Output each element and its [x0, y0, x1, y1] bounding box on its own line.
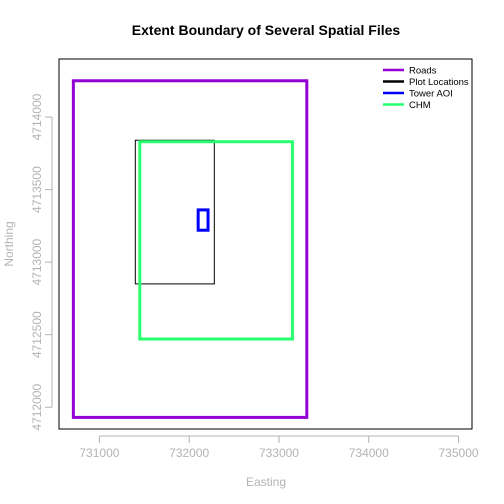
x-tick-label: 733000 — [259, 446, 299, 460]
x-tick-label: 732000 — [169, 446, 209, 460]
y-tick-label: 4714000 — [30, 93, 44, 140]
y-tick-label: 4713000 — [30, 238, 44, 285]
y-axis: 4712000 4712500 4713000 4713500 4714000 — [30, 93, 53, 431]
extent-chm — [138, 140, 294, 341]
x-axis-label: Easting — [246, 475, 286, 489]
extent-roads — [71, 79, 309, 419]
plot-frame — [58, 58, 473, 430]
y-tick-label: 4712500 — [30, 311, 44, 358]
x-tick-label: 731000 — [79, 446, 119, 460]
chart-title: Extent Boundary of Several Spatial Files — [132, 22, 401, 38]
x-tick-label: 735000 — [439, 446, 479, 460]
y-axis-label: Northing — [2, 221, 16, 266]
extent-tower-aoi — [196, 208, 210, 232]
legend-label: Roads — [409, 66, 437, 77]
y-tick-label: 4713500 — [30, 166, 44, 213]
legend-label: Tower AOI — [409, 89, 453, 100]
series-layer — [71, 79, 309, 419]
legend-label: Plot Locations — [409, 77, 469, 88]
y-tick-label: 4712000 — [30, 384, 44, 431]
extent-plot-locations — [134, 139, 215, 285]
legend-label: CHM — [409, 100, 431, 111]
x-axis: 731000 732000 733000 734000 735000 — [79, 435, 479, 460]
x-tick-label: 734000 — [349, 446, 389, 460]
